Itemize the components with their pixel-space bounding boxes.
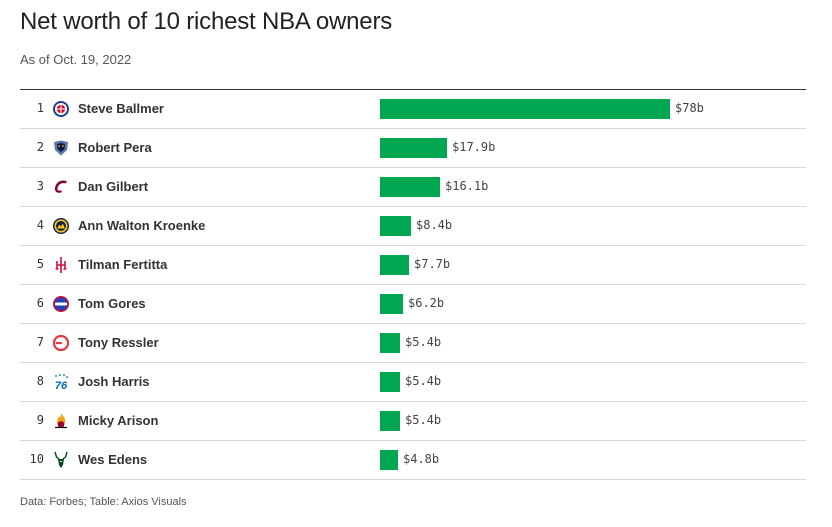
table-row: 10 Wes Edens $4.8b [20, 441, 806, 480]
value-bar [380, 99, 670, 119]
table-row: 8 76 Josh Harris $5.4b [20, 363, 806, 402]
table-row: 9 Micky Arison $5.4b [20, 402, 806, 441]
76ers-logo-icon: 76 [52, 373, 70, 391]
value-label: $5.4b [405, 413, 442, 427]
value-bar [380, 411, 400, 431]
value-bar [380, 138, 447, 158]
chart-subtitle: As of Oct. 19, 2022 [20, 52, 132, 67]
table-row: 4 Ann Walton Kroenke $8.4b [20, 207, 806, 246]
value-bar [380, 216, 411, 236]
cavaliers-logo-icon [52, 178, 70, 196]
value-label: $5.4b [405, 374, 442, 388]
rank-label: 7 [36, 335, 44, 349]
value-bar [380, 177, 440, 197]
table-row: 2 Robert Pera $17.9b [20, 129, 806, 168]
owner-name: Steve Ballmer [78, 101, 164, 116]
value-bar [380, 255, 409, 275]
owner-name: Wes Edens [78, 452, 148, 467]
owner-name: Micky Arison [78, 413, 159, 428]
table-row: 6 Tom Gores $6.2b [20, 285, 806, 324]
chart-title: Net worth of 10 richest NBA owners [20, 8, 393, 35]
nuggets-logo-icon [52, 217, 70, 235]
svg-text:76: 76 [55, 380, 68, 391]
owner-name: Robert Pera [78, 140, 152, 155]
hawks-logo-icon [52, 334, 70, 352]
rank-label: 4 [36, 218, 44, 232]
value-label: $6.2b [408, 296, 445, 310]
heat-logo-icon [52, 412, 70, 430]
value-label: $78b [675, 101, 704, 115]
owner-name: Tilman Fertitta [78, 257, 168, 272]
rank-label: 5 [36, 257, 44, 271]
table-row: 3 Dan Gilbert $16.1b [20, 168, 806, 207]
clippers-logo-icon [52, 100, 70, 118]
rank-label: 9 [36, 413, 44, 427]
rank-label: 1 [36, 101, 44, 115]
ranking-table: 1 Steve Ballmer $78b 2 Robert Pera $17.9… [20, 89, 806, 480]
value-bar [380, 450, 398, 470]
bucks-logo-icon [52, 451, 70, 469]
value-label: $5.4b [405, 335, 442, 349]
rockets-logo-icon [52, 256, 70, 274]
value-bar [380, 294, 403, 314]
table-row: 5 Tilman Fertitta $7.7b [20, 246, 806, 285]
owner-name: Josh Harris [78, 374, 150, 389]
rank-label: 8 [36, 374, 44, 388]
value-label: $8.4b [416, 218, 453, 232]
value-bar [380, 372, 400, 392]
value-bar [380, 333, 400, 353]
table-row: 1 Steve Ballmer $78b [20, 90, 806, 129]
value-label: $17.9b [452, 140, 496, 154]
value-label: $16.1b [445, 179, 489, 193]
table-row: 7 Tony Ressler $5.4b [20, 324, 806, 363]
value-label: $7.7b [414, 257, 451, 271]
owner-name: Tony Ressler [78, 335, 159, 350]
rank-label: 10 [29, 452, 44, 466]
pistons-logo-icon [52, 295, 70, 313]
owner-name: Tom Gores [78, 296, 146, 311]
rank-label: 3 [36, 179, 44, 193]
rank-label: 6 [36, 296, 44, 310]
owner-name: Ann Walton Kroenke [78, 218, 206, 233]
value-label: $4.8b [403, 452, 440, 466]
owner-name: Dan Gilbert [78, 179, 149, 194]
grizzlies-logo-icon [52, 139, 70, 157]
rank-label: 2 [36, 140, 44, 154]
source-note: Data: Forbes; Table: Axios Visuals [20, 496, 187, 508]
